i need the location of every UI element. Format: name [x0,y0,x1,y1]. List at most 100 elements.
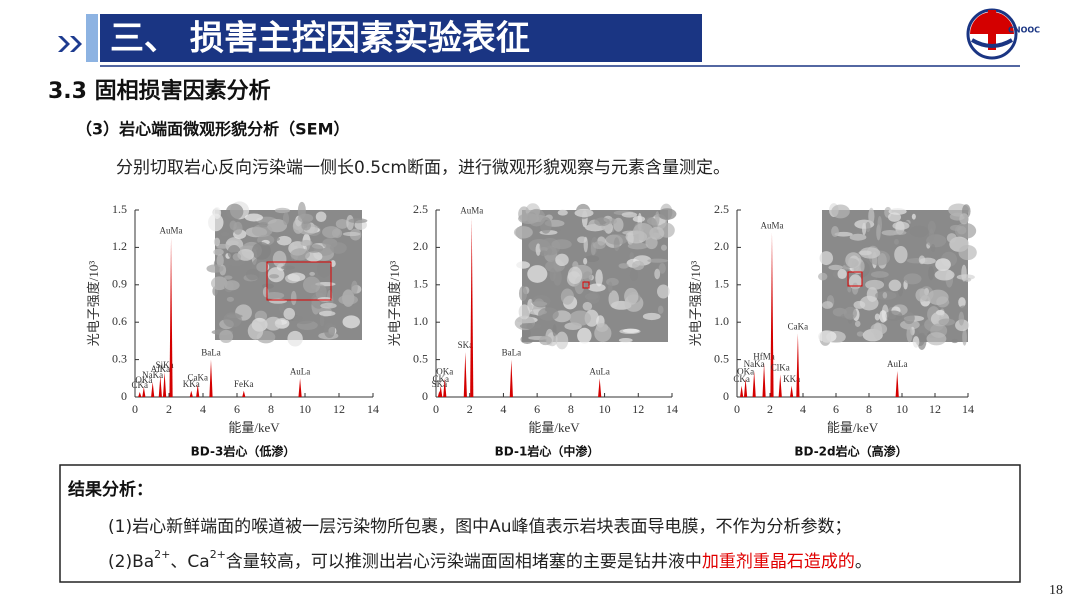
peak-label: OKa [135,375,152,385]
sem-texture [837,268,847,280]
x-axis-label: 能量/keV [827,420,879,435]
sem-texture [342,315,360,329]
sem-texture [938,318,955,326]
spectrum-chart: 0 0.5 1.0 1.5 2.0 2.5 0 2 4 6 8 10 12 14 能量/keV 光电子强度/1… [688,202,977,459]
sem-texture [911,213,916,220]
sem-texture [879,310,887,323]
sem-marker [266,261,332,301]
x-tick-label: 8 [268,402,274,416]
results-item: (2)Ba2+、Ca2+含量较高，可以推测出岩心污染端面固相堵塞的主要是钻井液中… [108,548,872,572]
peak [790,385,794,397]
peak-label: BaLa [201,348,221,358]
sem-texture [657,284,670,299]
sem-texture [287,272,306,282]
y-tick-label: 0.5 [714,351,729,365]
sem-texture [894,245,908,264]
results-title: 结果分析： [68,479,153,500]
sem-texture [567,266,583,285]
sem-texture [584,255,600,263]
sem-texture [287,330,303,347]
sem-texture [577,236,588,244]
sem-texture [338,294,358,305]
sem-texture [860,261,865,272]
sem-texture [885,310,903,322]
sem-texture [335,218,349,229]
y-tick-label: 1.5 [714,277,729,291]
sem-texture [660,244,667,251]
peak [169,237,173,397]
sem-texture [583,257,588,265]
sem-texture [518,285,528,301]
sem-marker [582,281,590,289]
sem-texture [888,279,902,292]
y-tick-label: 0 [121,389,127,403]
highlight-text: 加重剂重晶石造成的 [702,552,855,572]
sem-texture [519,323,542,330]
peak [770,232,774,397]
sem-texture [274,207,290,214]
peak [752,370,756,397]
x-tick-label: 2 [467,402,473,416]
sem-texture [237,248,255,261]
sem-texture [516,261,531,269]
sem-texture [930,244,936,253]
sem-texture [226,314,243,319]
sem-texture [330,260,336,268]
x-tick-label: 6 [833,402,839,416]
sem-texture [927,289,949,306]
sem-texture [915,288,928,302]
sem-texture [821,301,834,309]
sem-texture [607,281,613,294]
y-tick-label: 1.5 [413,277,428,291]
sem-texture [226,240,239,246]
sem-texture [351,280,358,295]
sem-texture [557,209,568,216]
text-run: (2)Ba [108,552,154,572]
x-tick-label: 10 [896,402,908,416]
sem-texture [934,269,955,281]
x-axis-label: 能量/keV [528,420,580,435]
y-tick-label: 0 [422,389,428,403]
peak-label: CKa [432,374,449,384]
sem-texture [555,331,569,350]
y-axis-label: 光电子强度/10³ [387,261,402,347]
sem-texture [862,222,867,236]
peak-label: CKa [733,374,750,384]
sem-texture [264,291,285,299]
x-tick-label: 8 [866,402,872,416]
peak [598,378,602,397]
sem-texture [595,269,603,287]
x-tick-label: 4 [800,402,806,416]
x-tick-label: 2 [767,402,773,416]
sem-texture [906,326,913,343]
y-tick-label: 1.0 [413,314,428,328]
sem-texture [244,213,263,222]
sem-texture [843,306,857,320]
sem-texture [226,296,234,302]
peak [298,378,302,397]
sem-texture [627,242,649,250]
y-tick-label: 2.0 [413,239,428,253]
peak-label: BaLa [502,348,522,358]
sem-texture [622,328,640,333]
sem-texture [658,263,666,274]
peak-label: ClKa [771,363,790,373]
sem-texture [269,298,287,304]
sem-texture [531,295,551,308]
peak [762,363,766,397]
superscript: 2+ [154,548,170,561]
y-tick-label: 1.2 [112,239,127,253]
x-tick-label: 0 [734,402,740,416]
sem-texture [608,290,619,308]
sem-texture [654,268,661,280]
sem-texture [592,241,606,250]
sem-texture [587,283,606,292]
sem-texture [831,226,839,238]
sem-texture [894,238,899,245]
sem-texture [621,211,638,218]
sem-texture [258,221,269,228]
peak-label: AuMa [160,225,183,235]
sem-texture [323,322,336,338]
peak [743,378,748,397]
peak-label: AuLa [887,359,908,369]
